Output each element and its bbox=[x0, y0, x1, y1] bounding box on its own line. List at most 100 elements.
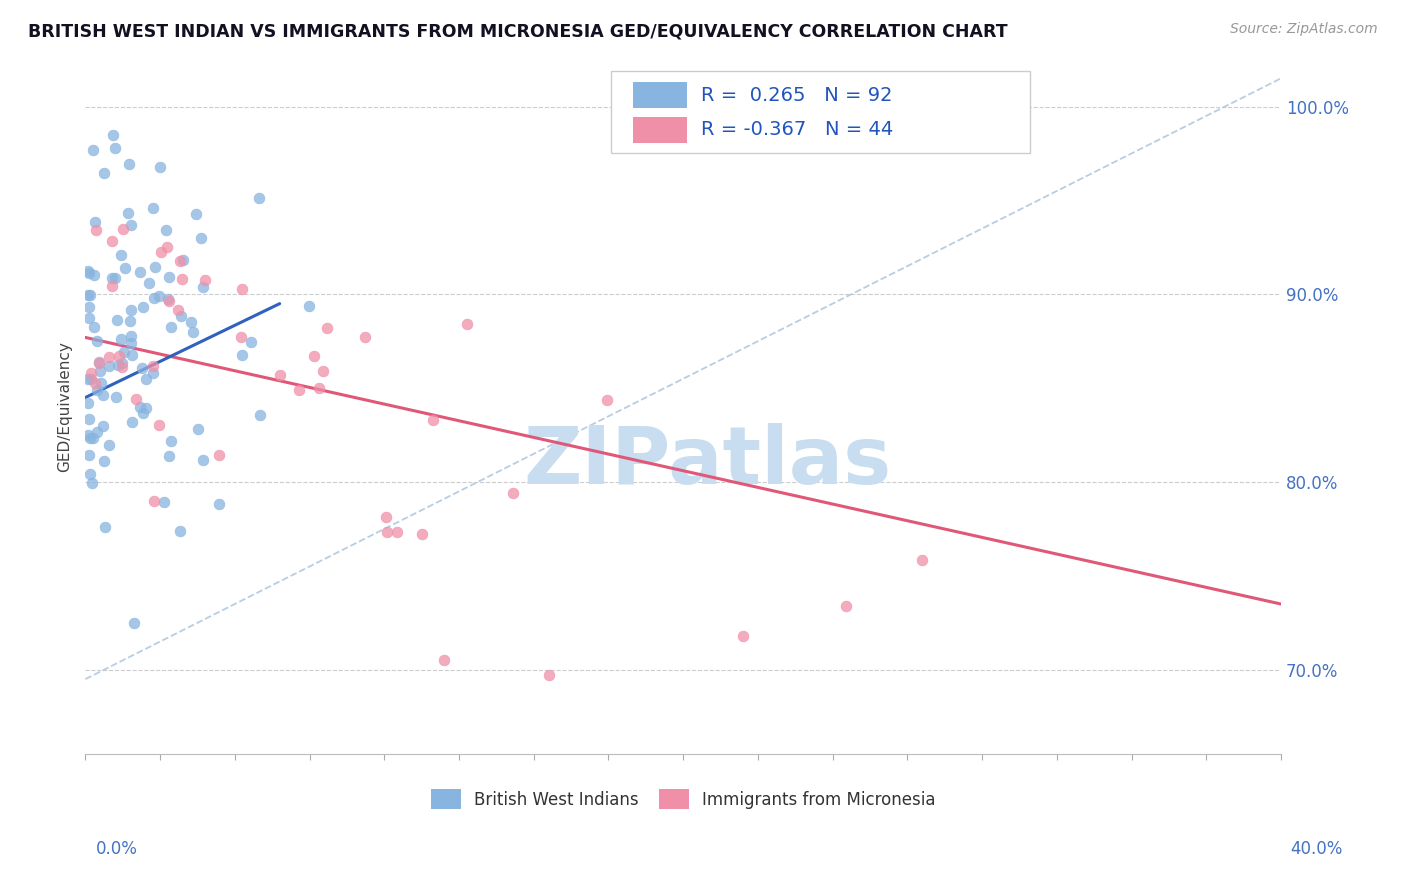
Point bbox=[148, 417, 170, 432]
Point bbox=[169, 524, 191, 538]
Bar bbox=[633, 117, 686, 143]
Point bbox=[77, 300, 100, 314]
Point bbox=[101, 278, 124, 293]
Point bbox=[433, 653, 456, 667]
Point bbox=[731, 629, 754, 643]
Point bbox=[120, 335, 142, 350]
Bar bbox=[633, 82, 686, 108]
Point bbox=[269, 368, 291, 383]
Point bbox=[82, 475, 104, 490]
Point bbox=[111, 360, 134, 375]
Point bbox=[79, 432, 101, 446]
Point bbox=[132, 300, 155, 314]
Point bbox=[89, 376, 111, 390]
Point bbox=[77, 266, 100, 280]
Point bbox=[124, 615, 146, 630]
Point bbox=[104, 141, 127, 155]
Point bbox=[86, 425, 108, 440]
Point bbox=[153, 494, 176, 508]
Point bbox=[77, 263, 100, 277]
Point bbox=[86, 383, 108, 397]
Point bbox=[110, 248, 132, 262]
Point bbox=[111, 356, 134, 370]
Point bbox=[125, 392, 148, 406]
Point bbox=[249, 408, 271, 422]
Point bbox=[79, 467, 101, 482]
Point bbox=[110, 332, 132, 346]
Point bbox=[184, 207, 207, 221]
Text: R = -0.367   N = 44: R = -0.367 N = 44 bbox=[702, 120, 893, 139]
Point bbox=[129, 265, 152, 279]
Point bbox=[80, 372, 103, 386]
Point bbox=[82, 143, 104, 157]
Point bbox=[208, 496, 231, 510]
Point bbox=[93, 454, 115, 468]
Point bbox=[121, 415, 143, 429]
Point bbox=[160, 434, 183, 449]
Point bbox=[98, 350, 121, 364]
Point bbox=[103, 271, 125, 285]
Point bbox=[87, 356, 110, 370]
Point bbox=[537, 668, 560, 682]
Point bbox=[156, 240, 179, 254]
Point bbox=[502, 485, 524, 500]
Point bbox=[84, 222, 107, 236]
Point bbox=[150, 244, 173, 259]
Legend: British West Indians, Immigrants from Micronesia: British West Indians, Immigrants from Mi… bbox=[425, 783, 942, 815]
Point bbox=[311, 364, 333, 378]
Point bbox=[181, 325, 204, 339]
Point bbox=[112, 344, 135, 359]
FancyBboxPatch shape bbox=[612, 71, 1029, 153]
Point bbox=[298, 299, 321, 313]
Point bbox=[835, 599, 858, 614]
Point bbox=[308, 381, 330, 395]
Point bbox=[89, 364, 111, 378]
Point bbox=[120, 303, 142, 318]
Point bbox=[190, 231, 212, 245]
Point bbox=[157, 292, 180, 306]
Point bbox=[93, 166, 115, 180]
Point bbox=[82, 432, 104, 446]
Point bbox=[135, 401, 157, 416]
Point bbox=[172, 271, 194, 285]
Point bbox=[422, 413, 444, 427]
Point bbox=[86, 334, 108, 348]
Point bbox=[247, 191, 270, 205]
Point bbox=[77, 288, 100, 302]
Point bbox=[79, 287, 101, 301]
Point bbox=[94, 520, 117, 534]
Point bbox=[148, 288, 170, 302]
Point bbox=[231, 329, 253, 343]
Point bbox=[83, 268, 105, 283]
Point bbox=[157, 270, 180, 285]
Point bbox=[191, 452, 214, 467]
Point bbox=[101, 235, 124, 249]
Point bbox=[375, 525, 398, 540]
Point bbox=[101, 128, 124, 142]
Point bbox=[142, 291, 165, 305]
Point bbox=[911, 553, 934, 567]
Point bbox=[157, 294, 180, 309]
Point bbox=[132, 406, 155, 420]
Point bbox=[180, 315, 202, 329]
Point bbox=[77, 448, 100, 462]
Point bbox=[231, 282, 253, 296]
Point bbox=[117, 157, 139, 171]
Point bbox=[138, 276, 160, 290]
Point bbox=[240, 334, 263, 349]
Point bbox=[77, 412, 100, 426]
Point bbox=[121, 218, 143, 232]
Point bbox=[142, 201, 165, 215]
Text: 40.0%: 40.0% bbox=[1291, 840, 1343, 858]
Text: BRITISH WEST INDIAN VS IMMIGRANTS FROM MICRONESIA GED/EQUIVALENCY CORRELATION CH: BRITISH WEST INDIAN VS IMMIGRANTS FROM M… bbox=[28, 22, 1008, 40]
Point bbox=[77, 428, 100, 442]
Point bbox=[135, 372, 157, 386]
Text: 0.0%: 0.0% bbox=[96, 840, 138, 858]
Point bbox=[456, 318, 478, 332]
Point bbox=[143, 260, 166, 275]
Text: R =  0.265   N = 92: R = 0.265 N = 92 bbox=[702, 86, 893, 104]
Point bbox=[77, 395, 100, 409]
Point bbox=[117, 206, 139, 220]
Point bbox=[143, 494, 166, 508]
Point bbox=[118, 313, 141, 327]
